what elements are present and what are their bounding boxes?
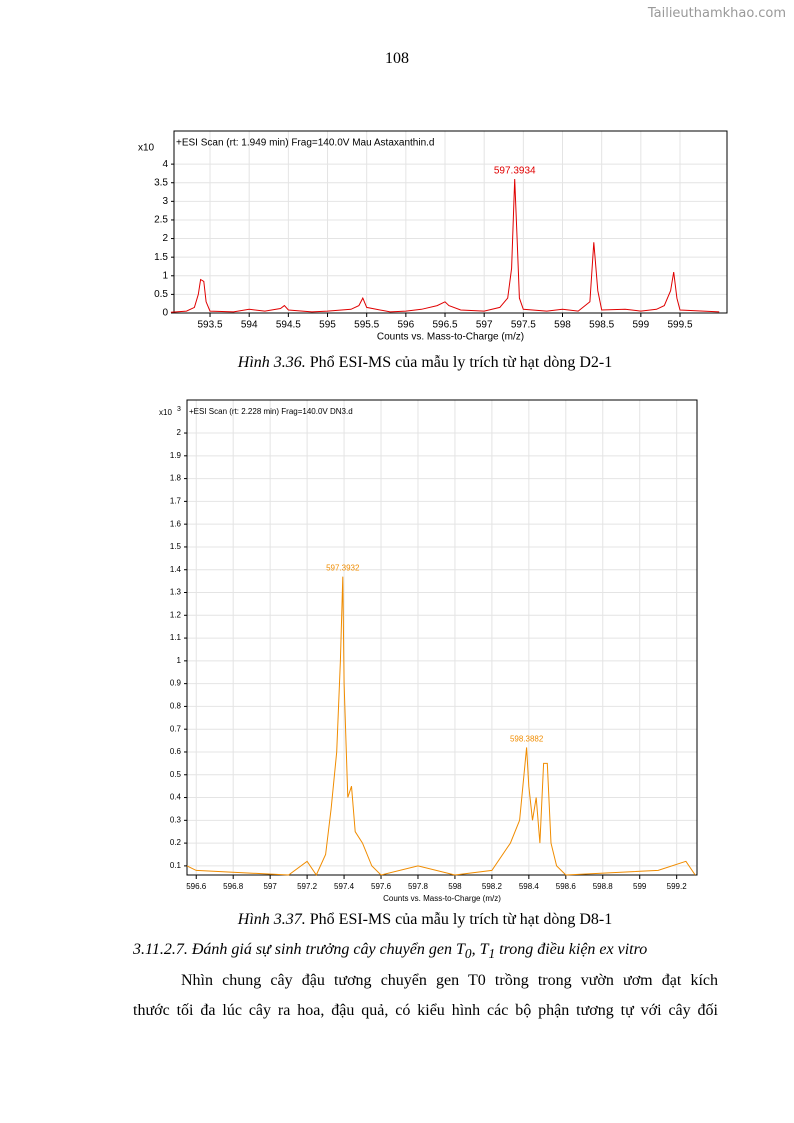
caption-label: Hình 3.36. [237, 354, 306, 371]
x-tick-label: 597.8 [408, 882, 429, 891]
x-tick-label: 597.2 [297, 882, 318, 891]
x-tick-label: 596.8 [223, 882, 244, 891]
spectrum-line [170, 178, 720, 313]
x-tick-label: 599.5 [667, 320, 692, 331]
y-tick-label: 0.5 [154, 289, 168, 300]
y-tick-label: 3 [162, 196, 168, 207]
x-tick-label: 598.8 [593, 882, 614, 891]
x-tick-label: 598.4 [519, 882, 540, 891]
y-multiplier-exponent: 3 [177, 406, 181, 413]
x-tick-label: 597 [476, 320, 493, 331]
y-tick-label: 2 [162, 233, 168, 244]
y-tick-label: 0.7 [170, 724, 182, 733]
subscript: 0 [464, 946, 472, 962]
chart-title: +ESI Scan (rt: 1.949 min) Frag=140.0V Ma… [176, 138, 434, 149]
y-tick-label: 1 [177, 656, 182, 665]
y-tick-label: 0 [162, 308, 168, 319]
y-tick-label: 4 [162, 159, 168, 170]
y-tick-label: 0.2 [170, 838, 182, 847]
y-tick-label: 0.1 [170, 861, 182, 870]
y-tick-label: 0.5 [170, 770, 182, 779]
x-tick-label: 593.5 [198, 320, 223, 331]
x-tick-label: 595.5 [354, 320, 379, 331]
x-tick-label: 595 [319, 320, 336, 331]
y-tick-label: 1.2 [170, 610, 182, 619]
subscript: 1 [488, 946, 496, 962]
x-tick-label: 594 [241, 320, 258, 331]
caption-text: Phổ ESI-MS của mẫu ly trích từ hạt dòng … [309, 354, 613, 371]
x-axis-label: Counts vs. Mass-to-Charge (m/z) [377, 332, 524, 343]
y-tick-label: 1.5 [170, 542, 182, 551]
y-multiplier: x10 [138, 143, 155, 154]
heading-text: trong điều kiện ex vitro [495, 941, 648, 958]
caption-label: Hình 3.37. [237, 911, 306, 928]
heading-text: , T [471, 941, 489, 958]
x-tick-label: 598.6 [556, 882, 577, 891]
plot-frame [173, 130, 728, 314]
x-tick-label: 597.5 [511, 320, 536, 331]
y-tick-label: 2 [177, 428, 182, 437]
x-tick-label: 596 [398, 320, 415, 331]
y-tick-label: 1.7 [170, 496, 182, 505]
paragraph-line: Nhìn chung cây đậu tương chuyển gen T0 t… [181, 972, 718, 989]
y-tick-label: 1.6 [170, 519, 182, 528]
y-tick-label: 3.5 [154, 177, 168, 188]
x-tick-label: 598 [554, 320, 571, 331]
paragraph-line: thước tối đa lúc cây ra hoa, đậu quả, có… [133, 1002, 718, 1019]
y-tick-label: 0.9 [170, 679, 182, 688]
spectrum-line [186, 576, 696, 877]
x-tick-label: 598.5 [589, 320, 614, 331]
plot-frame [186, 399, 698, 876]
chart-title: +ESI Scan (rt: 2.228 min) Frag=140.0V DN… [189, 407, 353, 416]
peak-label: 597.3934 [494, 166, 536, 177]
x-tick-label: 599 [632, 320, 649, 331]
y-tick-label: 1.9 [170, 451, 182, 460]
x-tick-label: 597 [263, 882, 277, 891]
y-tick-label: 1.3 [170, 588, 182, 597]
x-tick-label: 596.5 [433, 320, 458, 331]
page-number: 108 [385, 50, 409, 67]
x-tick-label: 597.6 [371, 882, 392, 891]
y-tick-label: 0.8 [170, 702, 182, 711]
y-tick-label: 1.8 [170, 474, 182, 483]
caption: Hình 3.36. Phổ ESI-MS của mẫu ly trích t… [0, 354, 794, 372]
y-tick-label: 0.3 [170, 815, 182, 824]
x-tick-label: 599 [633, 882, 647, 891]
peak-label: 597.3932 [326, 564, 360, 573]
caption: Hình 3.37. Phổ ESI-MS của mẫu ly trích t… [0, 911, 794, 929]
x-axis-label: Counts vs. Mass-to-Charge (m/z) [383, 894, 501, 903]
section-heading: 3.11.2.7. Đánh giá sự sinh trưởng cây ch… [133, 941, 647, 962]
y-tick-label: 1.4 [170, 565, 182, 574]
x-tick-label: 597.4 [334, 882, 355, 891]
y-multiplier: x10 [159, 408, 172, 417]
y-tick-label: 1.5 [154, 252, 168, 263]
x-tick-label: 596.6 [186, 882, 207, 891]
y-tick-label: 2.5 [154, 215, 168, 226]
x-tick-label: 598.2 [482, 882, 503, 891]
x-tick-label: 599.2 [667, 882, 688, 891]
x-tick-label: 594.5 [276, 320, 301, 331]
x-tick-label: 598 [448, 882, 462, 891]
caption-text: Phổ ESI-MS của mẫu ly trích từ hạt dòng … [309, 911, 613, 928]
heading-text: 3.11.2.7. Đánh giá sự sinh trưởng cây ch… [133, 941, 465, 958]
peak-label: 598.3882 [510, 735, 544, 744]
y-tick-label: 1 [162, 270, 168, 281]
watermark: Tailieuthamkhao.com [647, 6, 786, 21]
y-tick-label: 0.6 [170, 747, 182, 756]
y-tick-label: 1.1 [170, 633, 182, 642]
y-tick-label: 0.4 [170, 793, 182, 802]
